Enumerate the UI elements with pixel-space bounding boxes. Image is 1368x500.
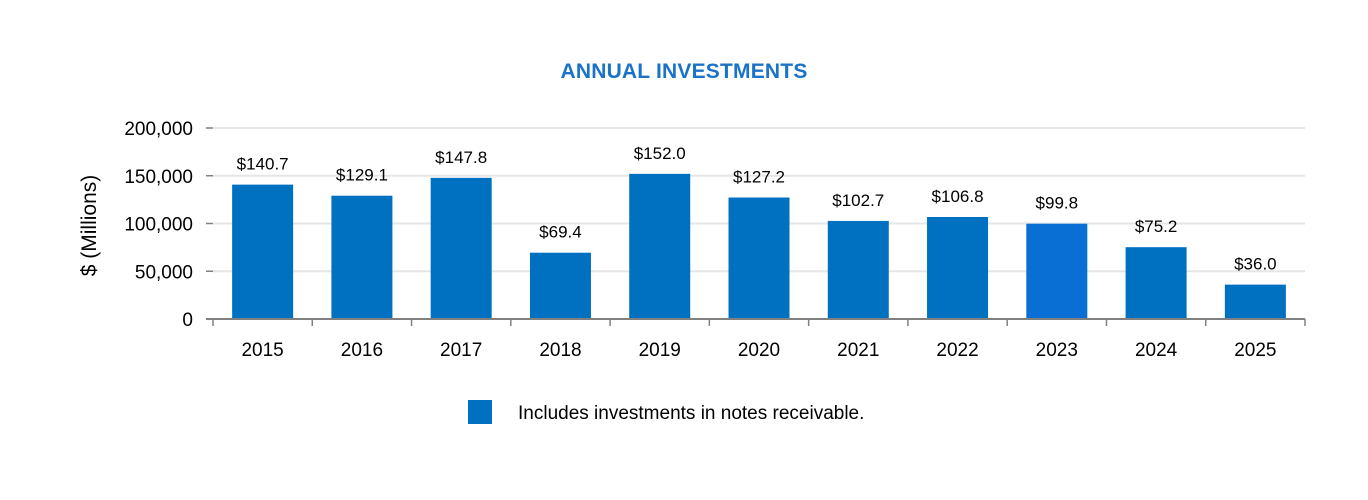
legend: Includes investments in notes receivable… [468,400,864,424]
x-tick-label: 2023 [1036,340,1078,361]
x-tick-label: 2020 [738,340,780,361]
bar [1026,223,1088,319]
data-label: $75.2 [1135,217,1178,236]
x-tick-label: 2016 [341,340,383,361]
y-tick-label: 200,000 [124,119,193,140]
data-label: $140.7 [237,155,289,174]
y-tick-label: 150,000 [124,167,193,188]
bar [629,173,691,319]
y-axis-ticks: 0 50,000 100,000 150,000 200,000 [124,119,213,331]
data-label: $127.2 [733,168,785,187]
legend-label: Includes investments in notes receivable… [518,403,864,424]
data-label: $99.8 [1036,194,1079,213]
bar [728,197,790,319]
bar [827,220,889,319]
legend-swatch [468,400,492,424]
bar [232,184,294,319]
bar [430,177,492,319]
x-tick-label: 2025 [1234,340,1276,361]
y-tick-label: 0 [182,310,193,331]
bar [1125,247,1187,319]
data-label: $129.1 [336,166,388,185]
bar [529,252,591,319]
x-tick-label: 2017 [440,340,482,361]
y-tick-label: 100,000 [124,215,193,236]
x-tick-label: 2018 [539,340,581,361]
bar [927,217,989,319]
x-tick-label: 2021 [837,340,879,361]
bars [232,173,1286,319]
data-label: $147.8 [435,148,487,167]
x-tick-label: 2022 [936,340,978,361]
data-labels: $140.7 $129.1 $147.8 $69.4 $152.0 $127.2 $102.… [237,144,1277,274]
x-axis-ticks: 2015 2016 2017 2018 2019 2020 2021 2022 2023 2024… [212,319,1306,361]
data-label: $36.0 [1234,255,1277,274]
bar [1224,284,1286,319]
y-tick-label: 50,000 [135,262,193,283]
y-axis-title: $ (Millions) [78,175,101,277]
data-label: $69.4 [539,223,582,242]
data-label: $102.7 [832,191,884,210]
x-tick-label: 2019 [639,340,681,361]
chart-title: ANNUAL INVESTMENTS [560,60,808,83]
data-label: $106.8 [932,187,984,206]
data-label: $152.0 [634,144,686,163]
x-tick-label: 2024 [1135,340,1178,361]
x-tick-label: 2015 [241,340,283,361]
bar [331,195,393,319]
